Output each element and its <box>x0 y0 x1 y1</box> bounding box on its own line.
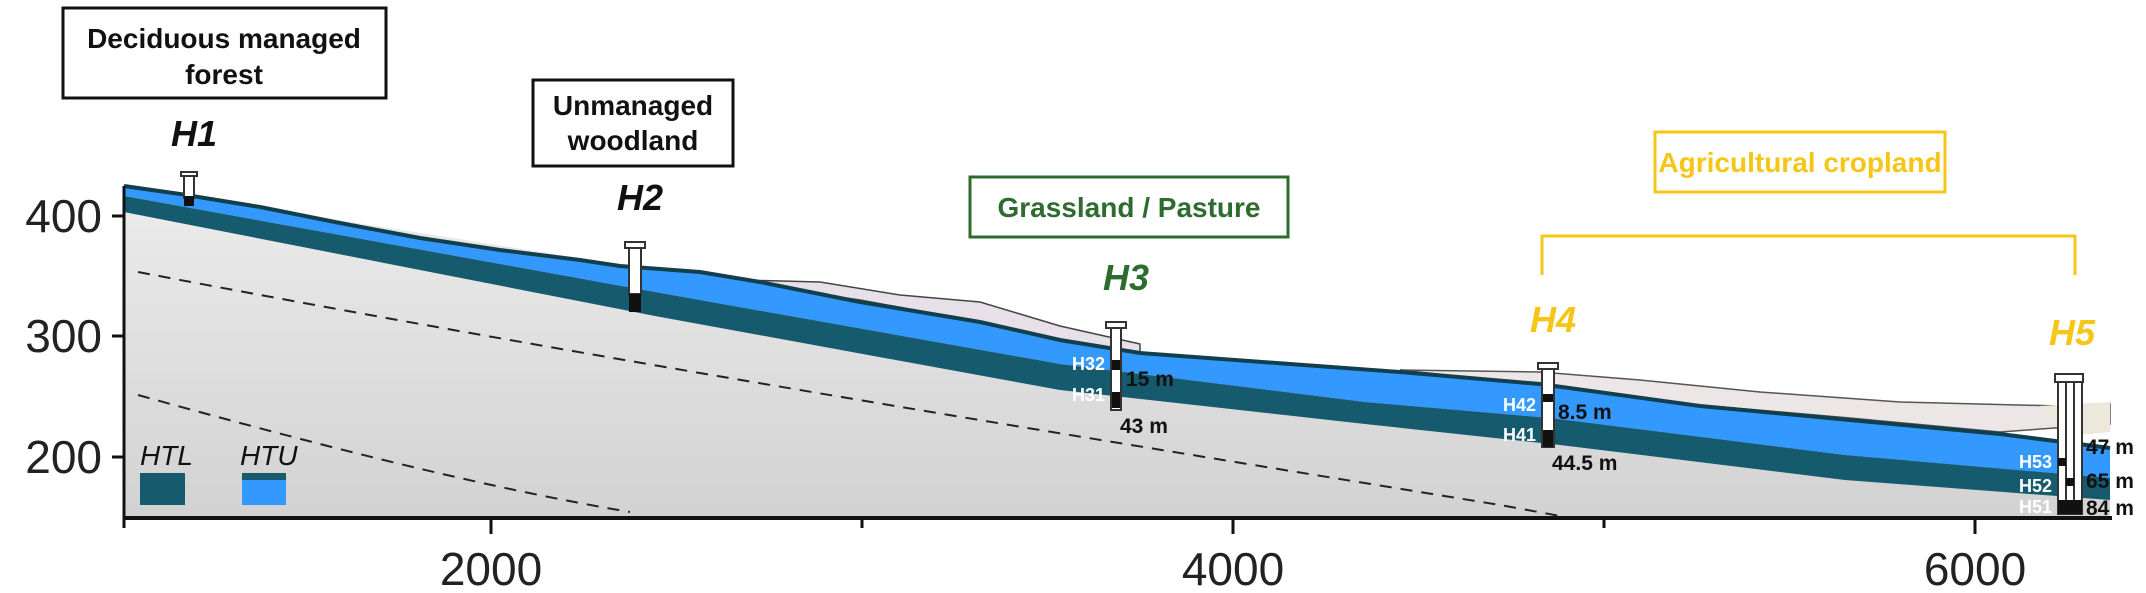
depth-label-h32: 15 m <box>1126 368 1174 391</box>
site-label-h5: H5 <box>2049 312 2096 353</box>
well-id-h53: H53 <box>2019 452 2052 472</box>
woodland-label-box: Unmanaged woodland <box>531 78 735 168</box>
site-label-h3: H3 <box>1103 257 1149 298</box>
cropland-label: Agricultural cropland <box>1658 147 1941 178</box>
well-id-h32: H32 <box>1072 354 1105 374</box>
legend-swatch-htu-top <box>242 473 286 480</box>
well-h2 <box>624 241 646 312</box>
well-h3 <box>1105 321 1127 411</box>
woodland-label-line1: Unmanaged <box>553 90 713 121</box>
well-id-h31: H31 <box>1072 385 1105 405</box>
y-tick-200: 200 <box>25 431 102 483</box>
well-id-h42: H42 <box>1503 395 1536 415</box>
grassland-label-box: Grassland / Pasture <box>968 175 1290 239</box>
forest-label-line1: Deciduous managed <box>87 23 361 54</box>
site-label-h4: H4 <box>1530 299 1576 340</box>
y-axis-ticks <box>112 214 124 459</box>
well-h5 <box>2054 373 2084 515</box>
legend-label-htu: HTU <box>240 440 298 471</box>
legend-swatch-htu <box>242 480 286 505</box>
cropland-label-box: Agricultural cropland <box>1653 130 1947 194</box>
well-id-h52: H52 <box>2019 476 2052 496</box>
x-tick-6000: 6000 <box>1924 543 2026 593</box>
htl-layer <box>124 196 2110 500</box>
well-h1 <box>180 171 198 206</box>
depth-label-h42: 8.5 m <box>1558 401 1612 424</box>
dashed-boundary-upper <box>137 271 1561 517</box>
dashed-boundary-lower <box>137 394 631 513</box>
legend-swatch-htl <box>140 473 185 505</box>
x-axis-ticks <box>122 518 1977 534</box>
depth-label-h52: 65 m <box>2086 470 2134 493</box>
y-tick-300: 300 <box>25 310 102 362</box>
well-id-h51: H51 <box>2019 497 2052 517</box>
forest-label-box: Deciduous managed forest <box>61 6 388 100</box>
htu-top-line <box>123 184 2111 450</box>
legend-label-htl: HTL <box>140 440 193 471</box>
grassland-label: Grassland / Pasture <box>997 192 1260 223</box>
woodland-label-line2: woodland <box>567 125 699 156</box>
well-h4 <box>1537 362 1559 448</box>
htu-layer <box>124 186 2110 478</box>
cropland-bracket <box>1540 234 2077 275</box>
site-label-h2: H2 <box>617 177 663 218</box>
x-tick-2000: 2000 <box>440 543 542 593</box>
depth-label-h53: 47 m <box>2086 436 2134 459</box>
depth-label-h31: 43 m <box>1120 415 1168 438</box>
y-tick-400: 400 <box>25 190 102 242</box>
x-tick-4000: 4000 <box>1182 543 1284 593</box>
depth-label-h41: 44.5 m <box>1552 452 1617 475</box>
site-label-h1: H1 <box>171 113 217 154</box>
depth-label-h51: 84 m <box>2086 497 2134 520</box>
legend: HTL HTU <box>140 440 298 505</box>
forest-label-line2: forest <box>185 59 263 90</box>
well-id-h41: H41 <box>1503 425 1536 445</box>
